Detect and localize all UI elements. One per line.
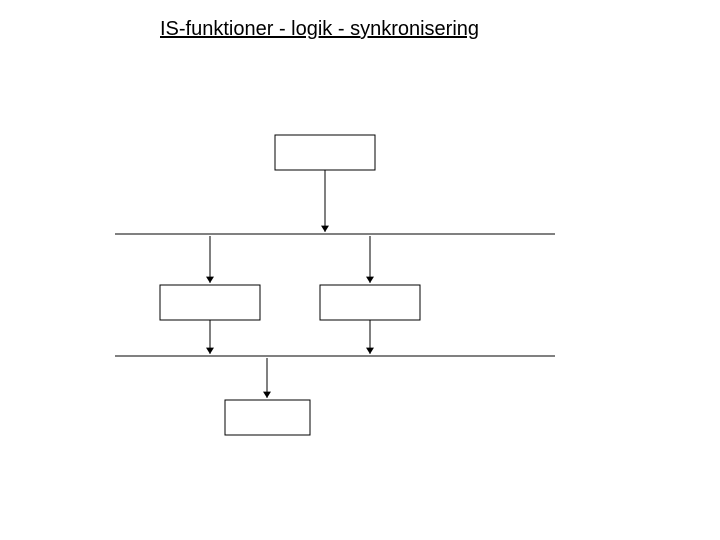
node-right <box>320 285 420 320</box>
arrowhead-1 <box>206 277 214 283</box>
node-left <box>160 285 260 320</box>
node-top <box>275 135 375 170</box>
arrowhead-2 <box>366 277 374 283</box>
arrowhead-5 <box>263 392 271 398</box>
node-bottom <box>225 400 310 435</box>
flowchart-canvas <box>0 0 720 540</box>
arrowhead-0 <box>321 226 329 232</box>
arrowhead-3 <box>206 348 214 354</box>
arrowhead-4 <box>366 348 374 354</box>
